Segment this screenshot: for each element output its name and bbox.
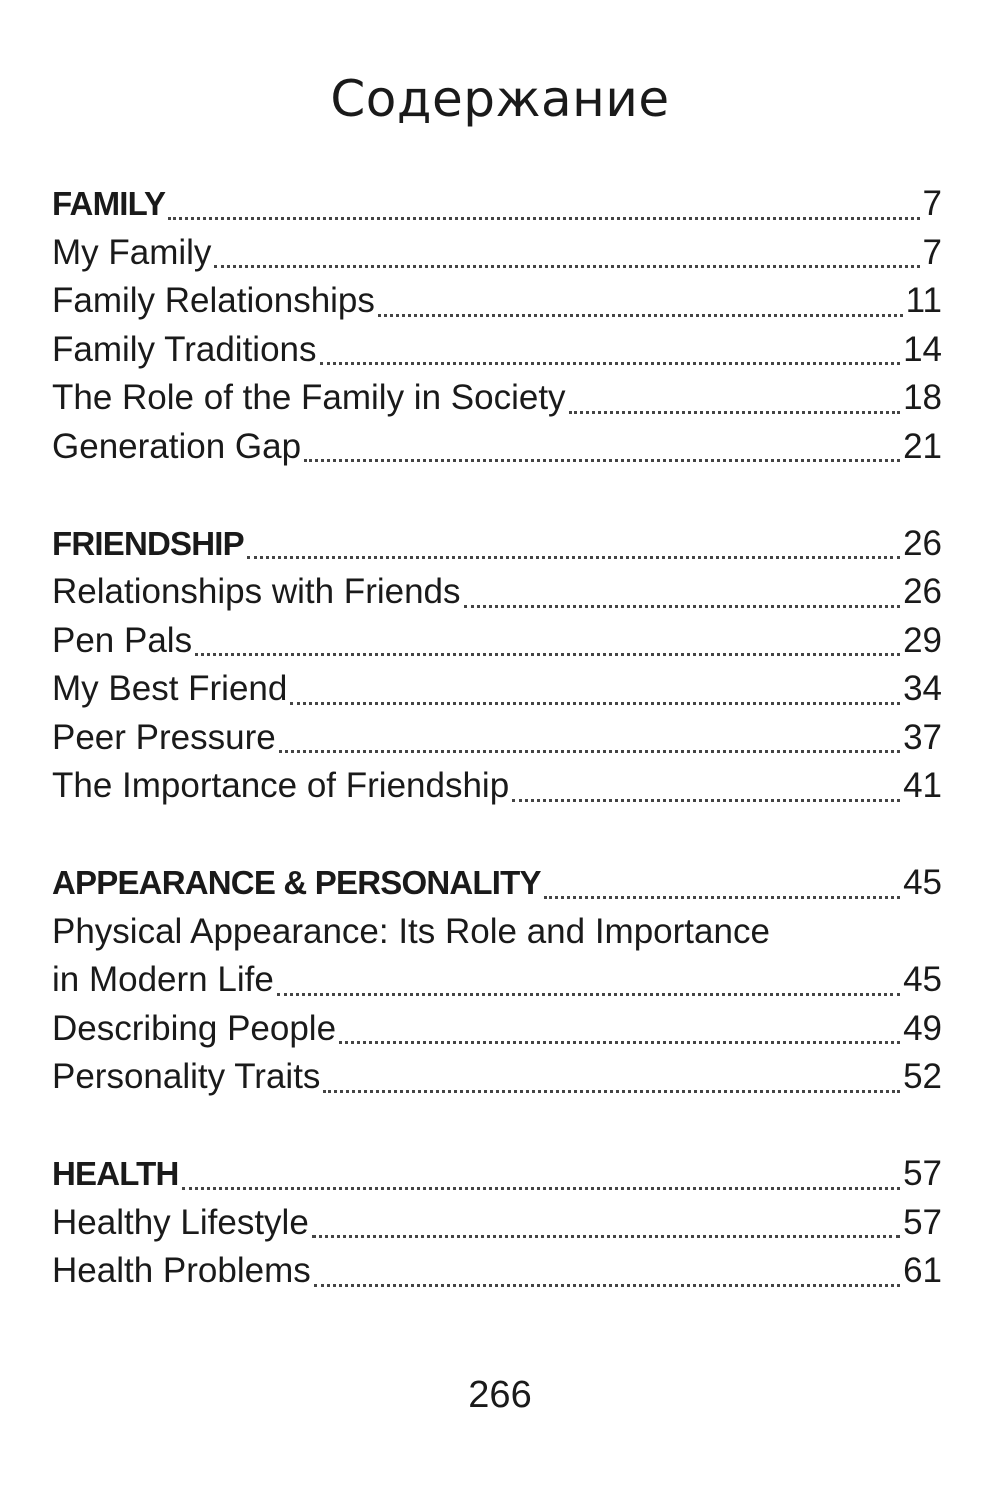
entry-title: Health Problems [52, 1251, 311, 1290]
entry-title: APPEARANCE & PERSONALITY [52, 864, 542, 901]
entry-title: FAMILY [52, 185, 166, 222]
toc-section: FAMILY 7 My Family 7 Family Relationships 11 F… [52, 184, 942, 475]
dot-leader [304, 459, 901, 462]
entry-page-number: 41 [903, 766, 942, 805]
dot-leader [290, 701, 901, 705]
entry-page-number: 45 [903, 863, 942, 902]
toc-entry[interactable]: Family Traditions 14 [52, 330, 942, 379]
dot-leader [311, 1235, 901, 1238]
entry-page-number: 21 [903, 426, 942, 466]
entry-title: HEALTH [52, 1155, 179, 1192]
dot-leader [313, 1283, 901, 1287]
dot-leader [339, 1041, 901, 1044]
page-number: 266 [468, 1374, 532, 1416]
toc-section-heading[interactable]: FAMILY 7 [52, 184, 942, 233]
table-of-contents: FAMILY 7 My Family 7 Family Relationships 11 F… [52, 184, 942, 1348]
dot-leader [377, 313, 903, 317]
entry-title: Healthy Lifestyle [52, 1202, 309, 1242]
entry-title: Pen Pals [52, 620, 193, 660]
toc-entry[interactable]: Pen Pals 29 [52, 621, 942, 670]
dot-leader [543, 895, 901, 899]
toc-entry[interactable]: in Modern Life 45 [52, 960, 942, 1009]
entry-page-number: 26 [903, 572, 942, 611]
entry-page-number: 26 [903, 523, 942, 563]
entry-title: My Family [52, 232, 212, 272]
entry-title: Physical Appearance: Its Role and Import… [52, 911, 770, 951]
toc-entry[interactable]: My Family 7 [52, 233, 942, 282]
toc-entry[interactable]: Physical Appearance: Its Role and Import… [52, 912, 942, 961]
dot-leader [323, 1089, 901, 1093]
toc-section: APPEARANCE & PERSONALITY 45 Physical Appea… [52, 863, 942, 1106]
dot-leader [463, 604, 901, 608]
dot-leader [276, 992, 901, 996]
toc-entry[interactable]: Personality Traits 52 [52, 1057, 942, 1106]
dot-leader [512, 798, 901, 802]
dot-leader [278, 750, 901, 753]
dot-leader [214, 265, 920, 268]
entry-page-number: 45 [903, 960, 942, 999]
entry-page-number: 34 [903, 669, 942, 708]
entry-page-number: 29 [903, 620, 942, 660]
dot-leader [181, 1186, 901, 1190]
entry-title: Generation Gap [52, 426, 302, 466]
dot-leader [319, 362, 901, 365]
toc-entry[interactable]: The Importance of Friendship 41 [52, 766, 942, 815]
dot-leader [568, 410, 901, 414]
entry-page-number: 14 [903, 329, 942, 369]
entry-page-number: 61 [903, 1251, 942, 1290]
page-title: Содержание [330, 70, 670, 128]
entry-page-number: 11 [905, 281, 942, 320]
toc-section: HEALTH 57 Healthy Lifestyle 57 Health Proble… [52, 1154, 942, 1300]
dot-leader [168, 216, 920, 220]
entry-title: FRIENDSHIP [52, 524, 245, 562]
toc-entry[interactable]: Family Relationships 11 [52, 281, 942, 330]
entry-title: Family Traditions [52, 329, 317, 369]
entry-page-number: 57 [903, 1154, 942, 1193]
toc-entry[interactable]: Peer Pressure 37 [52, 718, 942, 767]
entry-page-number: 37 [903, 717, 942, 757]
entry-page-number: 52 [903, 1057, 942, 1096]
entry-page-number: 18 [903, 378, 942, 417]
entry-title: My Best Friend [52, 669, 288, 708]
entry-page-number: 49 [903, 1008, 942, 1048]
dot-leader [195, 653, 901, 656]
entry-title: Relationships with Friends [52, 572, 461, 611]
entry-title: Family Relationships [52, 281, 375, 320]
toc-section-heading[interactable]: FRIENDSHIP 26 [52, 524, 942, 573]
entry-page-number: 57 [903, 1202, 942, 1242]
entry-title: Peer Pressure [52, 717, 276, 757]
toc-entry[interactable]: Relationships with Friends 26 [52, 572, 942, 621]
entry-title: The Role of the Family in Society [52, 378, 566, 417]
entry-title: The Importance of Friendship [52, 766, 510, 805]
toc-entry[interactable]: The Role of the Family in Society 18 [52, 378, 942, 427]
entry-page-number: 7 [922, 184, 942, 223]
toc-entry[interactable]: Generation Gap 21 [52, 427, 942, 476]
toc-entry[interactable]: Describing People 49 [52, 1009, 942, 1058]
entry-title: Personality Traits [52, 1057, 321, 1096]
toc-section: FRIENDSHIP 26 Relationships with Friends 26… [52, 524, 942, 815]
entry-title: in Modern Life [52, 960, 274, 999]
toc-section-heading[interactable]: HEALTH 57 [52, 1154, 942, 1203]
entry-title: Describing People [52, 1008, 337, 1048]
toc-entry[interactable]: Health Problems 61 [52, 1251, 942, 1300]
dot-leader [246, 556, 901, 559]
toc-entry[interactable]: My Best Friend 34 [52, 669, 942, 718]
toc-entry[interactable]: Healthy Lifestyle 57 [52, 1203, 942, 1252]
toc-section-heading[interactable]: APPEARANCE & PERSONALITY 45 [52, 863, 942, 912]
entry-page-number: 7 [922, 232, 942, 272]
